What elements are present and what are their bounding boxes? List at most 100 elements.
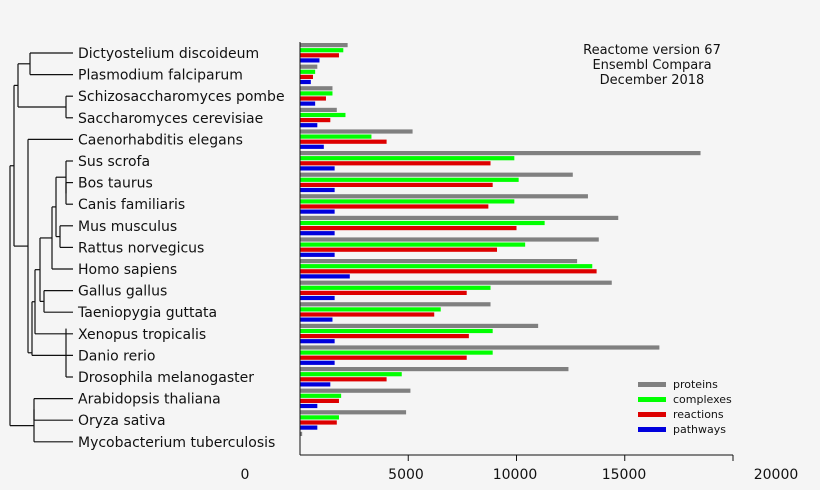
bar-proteins-6 (300, 172, 573, 177)
bar-group-2 (300, 86, 333, 106)
bar-reactions-5 (300, 161, 491, 166)
bar-group-1 (300, 64, 318, 85)
bar-proteins-3 (300, 107, 337, 112)
bar-proteins-5 (300, 151, 701, 156)
bar-pathways-16 (300, 403, 318, 409)
species-labels: Dictyostelium discoideum Plasmodium falci… (77, 46, 285, 451)
species-label-3: Saccharomyces cerevisiae (78, 111, 263, 127)
bar-complexes-6 (300, 177, 519, 182)
bar-proteins-1 (300, 64, 318, 69)
bar-pathways-8 (300, 231, 335, 236)
bar-complexes-2 (300, 91, 333, 96)
bar-reactions-17 (300, 420, 337, 425)
species-label-15: Drosophila melanogaster (78, 370, 254, 386)
bar-complexes-1 (300, 69, 316, 74)
species-label-14: Danio rerio (78, 348, 155, 364)
bar-group-3 (300, 107, 346, 128)
bar-pathways-11 (300, 295, 335, 301)
bar-group-17 (300, 410, 407, 430)
bar-complexes-17 (300, 415, 339, 420)
x-tick-label-1: 5000 (388, 467, 424, 483)
species-tree (9, 52, 73, 443)
bar-proteins-15 (300, 367, 569, 372)
bar-pathways-7 (300, 209, 335, 214)
bar-complexes-11 (300, 285, 491, 290)
legend-swatch-pathways (638, 427, 666, 432)
bar-group-16 (300, 388, 411, 409)
bar-proteins-9 (300, 237, 599, 242)
bar-complexes-12 (300, 307, 441, 312)
bar-reactions-0 (300, 53, 339, 58)
legend-swatch-complexes (638, 397, 666, 402)
bar-proteins-0 (300, 43, 348, 48)
bar-reactions-10 (300, 269, 597, 274)
legend-label-pathways: pathways (673, 423, 726, 436)
bar-group-7 (300, 194, 588, 214)
bar-reactions-9 (300, 247, 498, 252)
bar-group-10 (300, 259, 597, 279)
bar-group-0 (300, 43, 348, 63)
species-label-2: Schizosaccharomyces pombe (78, 89, 285, 105)
bar-proteins-2 (300, 86, 333, 91)
bar-group-11 (300, 280, 612, 301)
bar-reactions-4 (300, 139, 387, 144)
bar-group-13 (300, 323, 539, 344)
bar-complexes-8 (300, 220, 545, 226)
bar-pathways-15 (300, 382, 331, 387)
bar-group-6 (300, 172, 573, 193)
species-label-11: Gallus gallus (78, 284, 167, 300)
species-label-10: Homo sapiens (78, 262, 177, 278)
bar-pathways-5 (300, 166, 335, 171)
legend-swatch-proteins (638, 382, 666, 387)
species-label-1: Plasmodium falciparum (78, 68, 243, 84)
bar-proteins-7 (300, 194, 588, 199)
note-line-0: Reactome version 67 (583, 43, 721, 58)
note-line-1: Ensembl Compara (592, 58, 711, 73)
species-label-16: Arabidopsis thaliana (78, 392, 221, 408)
bar-complexes-9 (300, 242, 526, 247)
species-label-5: Sus scrofa (78, 154, 150, 170)
bar-complexes-7 (300, 199, 515, 204)
bar-pathways-2 (300, 101, 316, 106)
bar-group-8 (300, 215, 619, 236)
bar-reactions-1 (300, 74, 313, 79)
legend-swatch-reactions (638, 412, 666, 417)
bar-proteins-8 (300, 215, 619, 220)
bar-proteins-10 (300, 259, 578, 264)
bar-complexes-0 (300, 48, 344, 53)
species-label-12: Taeniopygia guttata (77, 305, 217, 321)
bar-reactions-11 (300, 290, 467, 295)
species-label-18: Mycobacterium tuberculosis (78, 435, 275, 451)
bar-pathways-6 (300, 187, 335, 193)
x-tick-label-4: 20000 (754, 467, 799, 483)
bar-group-14 (300, 345, 660, 365)
x-tick-label-2: 10000 (493, 467, 538, 483)
bar-complexes-4 (300, 134, 372, 139)
legend-label-complexes: complexes (673, 393, 732, 406)
bar-pathways-17 (300, 425, 318, 430)
legend: proteins complexes reactions pathways (638, 378, 732, 436)
x-axis: 0 5000 10000 15000 20000 (241, 42, 799, 483)
species-label-9: Rattus norvegicus (78, 240, 204, 256)
bar-proteins-17 (300, 410, 407, 415)
bar-complexes-14 (300, 350, 493, 355)
bar-complexes-15 (300, 372, 402, 377)
species-label-17: Oryza sativa (78, 413, 166, 429)
species-label-7: Canis familiaris (78, 197, 185, 213)
bar-group-5 (300, 151, 701, 171)
bar-pathways-13 (300, 339, 335, 344)
bar-pathways-14 (300, 360, 335, 365)
bar-pathways-10 (300, 274, 350, 279)
bar-proteins-12 (300, 302, 491, 307)
species-label-0: Dictyostelium discoideum (78, 46, 259, 62)
bar-reactions-8 (300, 226, 517, 231)
bar-pathways-4 (300, 144, 324, 149)
bar-reactions-6 (300, 182, 493, 187)
bar-reactions-15 (300, 377, 387, 382)
bar-pathways-1 (300, 79, 311, 85)
bar-proteins-11 (300, 280, 612, 285)
species-label-8: Mus musculus (78, 219, 177, 235)
